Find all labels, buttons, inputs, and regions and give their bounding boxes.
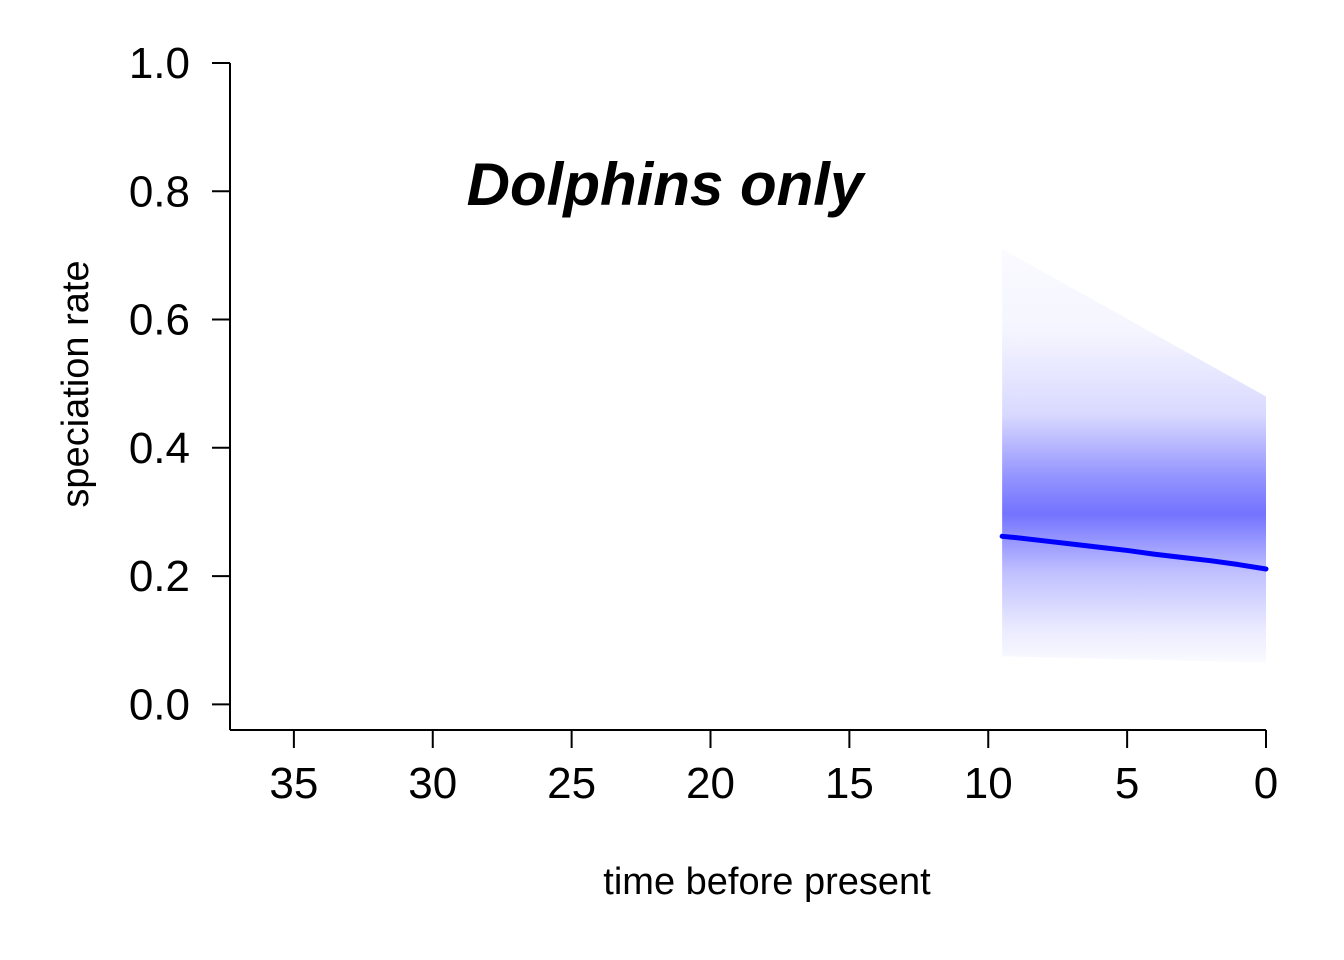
x-tick-label: 10 <box>964 759 1013 808</box>
x-axis-ticks: 35 30 25 20 15 10 5 0 <box>269 730 1278 808</box>
x-tick-label: 35 <box>269 759 318 808</box>
mean-speciation-rate-line <box>999 533 1269 572</box>
y-tick-label: 1.0 <box>129 39 190 88</box>
x-tick-label: 25 <box>547 759 596 808</box>
x-tick-label: 20 <box>686 759 735 808</box>
y-tick-label: 0.8 <box>129 167 190 216</box>
mean-rate-line-layer <box>999 533 1269 572</box>
y-tick-label: 0.0 <box>129 680 190 729</box>
y-tick-label: 0.6 <box>129 296 190 345</box>
x-tick-label: 15 <box>825 759 874 808</box>
y-tick-label: 0.2 <box>129 552 190 601</box>
x-axis-title: time before present <box>603 861 931 903</box>
credible-interval-band <box>1002 248 1266 663</box>
x-tick-label: 0 <box>1254 759 1278 808</box>
y-axis-ticks: 0.0 0.2 0.4 0.6 0.8 1.0 <box>129 39 230 729</box>
x-tick-label: 30 <box>408 759 457 808</box>
y-axis-title: speciation rate <box>55 260 97 507</box>
y-tick-label: 0.4 <box>129 424 190 473</box>
credible-interval-band-layer <box>1002 248 1266 663</box>
chart-annotation: Dolphins only <box>467 151 866 218</box>
x-tick-label: 5 <box>1115 759 1139 808</box>
